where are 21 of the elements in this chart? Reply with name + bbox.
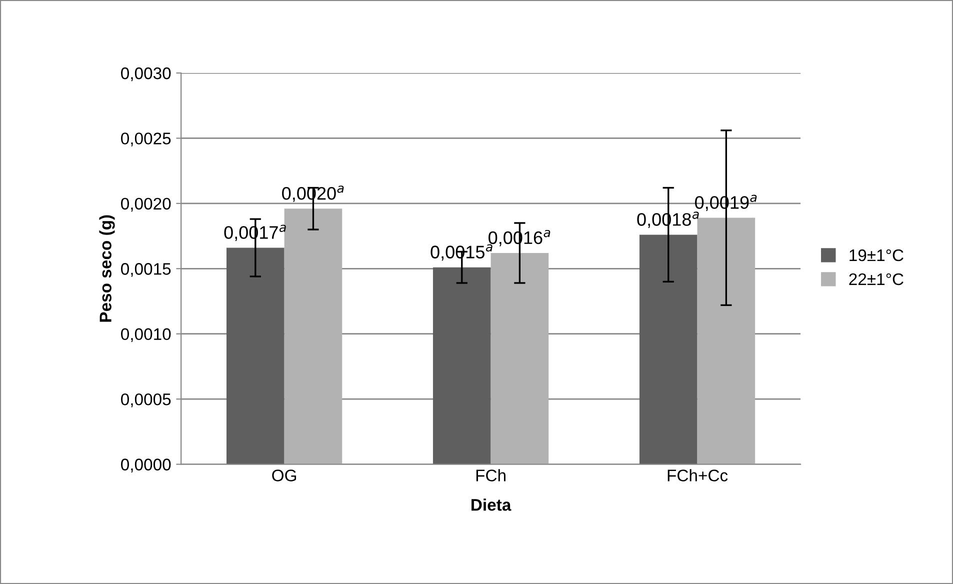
y-tick-label: 0,0005 xyxy=(121,393,171,408)
x-tick-label: FCh+Cc xyxy=(668,469,728,482)
y-tick-label: 0,0000 xyxy=(121,458,171,472)
bar xyxy=(284,208,342,464)
bar xyxy=(639,234,698,464)
bar xyxy=(490,252,549,464)
y-tick-label: 0,0020 xyxy=(121,198,171,212)
legend-label: 22±1°C xyxy=(849,273,904,286)
legend-label: 19±1°C xyxy=(850,249,904,262)
y-tick-label: 0,0015 xyxy=(121,263,171,277)
x-tick-label: FCh xyxy=(476,469,506,482)
y-axis-title: Peso seco (g) xyxy=(99,215,115,322)
bar xyxy=(432,267,491,464)
data-label: 0,0015$^{a}$ xyxy=(430,244,492,261)
x-tick-label: OG xyxy=(272,470,296,482)
y-tick-label: 0,0010 xyxy=(121,328,171,342)
x-axis-title: Dieta xyxy=(472,498,512,511)
bar xyxy=(226,248,284,464)
bar xyxy=(697,218,756,464)
y-tick-label: 0,0025 xyxy=(121,132,171,146)
y-tick-label: 0,0030 xyxy=(121,67,171,82)
